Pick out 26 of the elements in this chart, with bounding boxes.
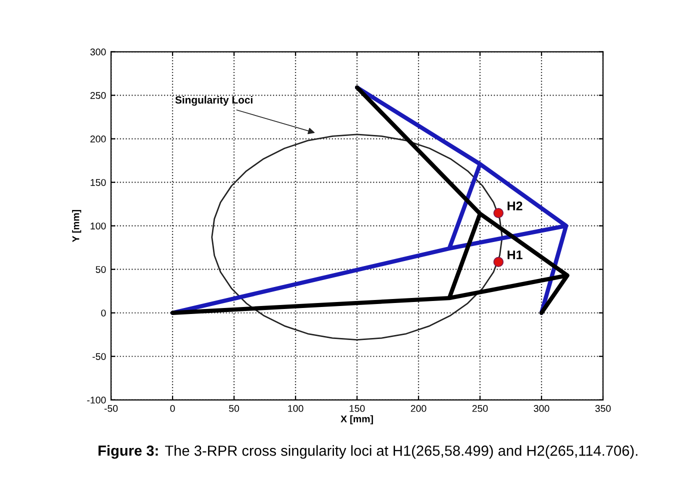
x-tick-label: 250 [472,405,488,412]
x-tick-label: -50 [104,405,118,412]
annotation: Singularity Loci [175,96,252,106]
annotation: H1 [508,250,522,260]
x-tick-label: 0 [170,405,175,412]
x-tick-label: 100 [288,405,304,412]
line-series [211,134,503,341]
y-tick-label: -100 [87,396,106,404]
y-tick-label: 50 [96,266,106,273]
annotation: H2 [508,202,522,210]
y-tick-label: 0 [101,310,106,316]
text: The 3-RPR cross singularity loci at H1(265,58.499) and H2(265,114.706). [165,445,638,459]
y-tick-label: 150 [90,179,106,186]
y-axis-title: Y [mm] [72,210,82,242]
y-tick-label: 100 [90,222,106,230]
x-axis-title: X [mm] [340,415,373,424]
caption: Figure 3: [98,445,158,459]
x-tick-label: 50 [229,405,240,412]
x-tick-label: 300 [534,405,550,412]
y-tick-label: 200 [90,136,106,142]
x-tick-label: 150 [350,405,365,412]
y-tick-label: -50 [92,353,106,360]
x-tick-label: 350 [595,405,611,412]
x-tick-label: 200 [410,405,426,412]
y-tick-label: 250 [90,92,106,99]
y-tick-label: 300 [90,48,106,56]
